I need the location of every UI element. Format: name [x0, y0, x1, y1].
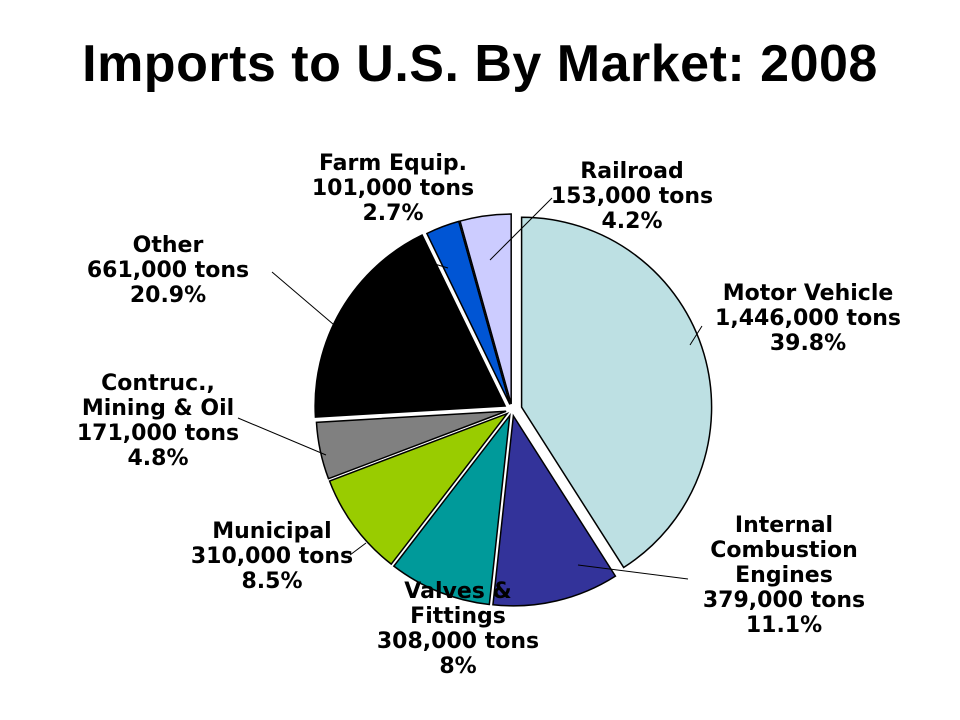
leader-line-railroad: [489, 197, 553, 261]
pie-slice-other: [314, 234, 507, 418]
slice-label-municipal-name: Municipal: [212, 519, 331, 544]
slice-label-municipal: Municipal 310,000 tons 8.5%: [191, 519, 353, 594]
pie-slice-valves-fittings: [392, 412, 511, 606]
slice-label-farm-equip-name: Farm Equip.: [319, 151, 467, 176]
slice-label-valves-fittings-amount: 308,000 tons: [377, 629, 539, 654]
pie-slice-contruc-mining-oil: [315, 410, 507, 480]
slice-label-motor-vehicle-amount: 1,446,000 tons: [715, 306, 901, 331]
slice-label-contruc-mining-oil: Contruc., Mining & Oil 171,000 tons 4.8%: [77, 371, 239, 471]
pie-slice-railroad: [459, 213, 512, 405]
pie-slice-motor-vehicle: [520, 216, 713, 569]
slice-label-railroad-name: Railroad: [580, 159, 683, 184]
slice-label-motor-vehicle-percent: 39.8%: [770, 331, 846, 356]
slice-label-contruc-mining-oil-amount: 171,000 tons: [77, 421, 239, 446]
slice-label-valves-fittings-name: Fittings: [410, 604, 506, 629]
pie-slice-municipal: [328, 411, 510, 566]
leader-line-municipal: [349, 542, 367, 556]
slice-label-other-percent: 20.9%: [130, 283, 206, 308]
leader-line-contruc-mining-oil: [237, 417, 327, 456]
slice-label-valves-fittings-percent: 8%: [439, 654, 476, 679]
slice-label-railroad-amount: 153,000 tons: [551, 184, 713, 209]
slice-label-internal-combustion-engines-name: Combustion: [710, 538, 858, 563]
slice-label-contruc-mining-oil-name: Mining & Oil: [82, 396, 234, 421]
slice-label-farm-equip: Farm Equip. 101,000 tons 2.7%: [312, 151, 474, 226]
leader-line-internal-combustion-engines: [577, 564, 689, 580]
slice-label-municipal-amount: 310,000 tons: [191, 544, 353, 569]
slice-label-internal-combustion-engines-name: Internal: [735, 513, 833, 538]
slice-label-other: Other 661,000 tons 20.9%: [87, 233, 249, 308]
slice-label-railroad: Railroad 153,000 tons 4.2%: [551, 159, 713, 234]
leader-line-farm-equip: [397, 252, 449, 269]
slice-label-farm-equip-amount: 101,000 tons: [312, 176, 474, 201]
slice-label-motor-vehicle: Motor Vehicle 1,446,000 tons 39.8%: [715, 281, 901, 356]
pie-slice-internal-combustion-engines: [492, 413, 617, 607]
leader-line-other: [271, 271, 341, 331]
slice-label-valves-fittings: Valves & Fittings 308,000 tons 8%: [377, 579, 539, 679]
leader-line-motor-vehicle: [689, 325, 703, 346]
slice-label-other-name: Other: [133, 233, 204, 258]
slice-label-valves-fittings-name: Valves &: [404, 579, 511, 604]
chart-title: Imports to U.S. By Market: 2008: [82, 35, 878, 93]
slice-label-contruc-mining-oil-name: Contruc.,: [101, 371, 215, 396]
slice-label-municipal-percent: 8.5%: [241, 569, 302, 594]
slice-label-internal-combustion-engines-percent: 11.1%: [746, 613, 822, 638]
slice-label-railroad-percent: 4.2%: [601, 209, 662, 234]
slice-label-farm-equip-percent: 2.7%: [362, 201, 423, 226]
slice-label-other-amount: 661,000 tons: [87, 258, 249, 283]
pie-slice-farm-equip: [425, 220, 511, 405]
slice-label-internal-combustion-engines-name: Engines: [735, 563, 833, 588]
slice-label-contruc-mining-oil-percent: 4.8%: [127, 446, 188, 471]
slice-label-motor-vehicle-name: Motor Vehicle: [723, 281, 894, 306]
slice-label-internal-combustion-engines-amount: 379,000 tons: [703, 588, 865, 613]
slice-label-internal-combustion-engines: Internal Combustion Engines 379,000 tons 11.…: [703, 513, 865, 638]
